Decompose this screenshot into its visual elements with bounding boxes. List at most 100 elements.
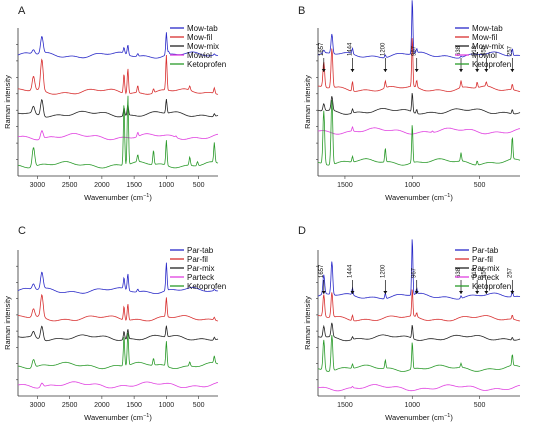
peak-label: 450: [481, 45, 487, 56]
x-axis-label: Wavenumber (cm−1): [84, 413, 152, 422]
spectrum-ketoprofen: [317, 100, 521, 166]
x-tick-label: 1000: [159, 402, 175, 409]
spectrum-parteck: [317, 384, 521, 392]
peak-label: 638: [456, 267, 462, 278]
peak-label: 967: [412, 45, 418, 56]
spectrum-par-fil: [318, 289, 521, 322]
peak-arrowhead: [510, 69, 515, 72]
panel-letter: D: [298, 225, 306, 237]
spectrum-par-fil: [18, 293, 219, 322]
spectrum-par-tab: [17, 262, 219, 294]
legend-entry: Par-tab: [472, 246, 499, 255]
peak-label: 638: [456, 45, 462, 56]
peak-arrowhead: [484, 291, 489, 294]
peak-arrowhead: [414, 69, 419, 72]
x-tick-label: 2500: [62, 182, 78, 189]
spectrum-ketoprofen: [317, 335, 521, 372]
x-tick-label: 1500: [126, 402, 142, 409]
peak-label: 1444: [347, 264, 353, 278]
legend-entry: Mow-fil: [472, 33, 498, 42]
x-tick-label: 500: [193, 182, 205, 189]
legend-entry: Mow-mix: [472, 42, 504, 51]
spectrum-mow-mix: [317, 93, 521, 115]
peak-label: 257: [507, 45, 513, 56]
x-tick-label: 1500: [337, 402, 353, 409]
x-tick-label: 500: [474, 402, 486, 409]
peak-label: 450: [481, 267, 487, 278]
y-axis-label: Raman intensity: [303, 75, 312, 129]
peak-arrowhead: [510, 291, 515, 294]
peak-arrowhead: [459, 69, 464, 72]
legend-entry: Par-mix: [472, 264, 500, 273]
panel-letter: A: [18, 5, 26, 17]
peak-arrowhead: [350, 291, 355, 294]
x-tick-label: 1500: [126, 182, 142, 189]
panels-group: A 3000 2500 2000 1500 1000 500 Wavenumber (cm−1…: [3, 0, 521, 422]
legend-entry: Ketoprofen: [472, 282, 511, 291]
legend-entry: Mowiol: [187, 51, 212, 60]
legend-entry: Ketoprofen: [187, 60, 226, 69]
peak-arrowhead: [414, 291, 419, 294]
spectrum-mow-tab: [317, 0, 521, 59]
peak-label: 1444: [347, 42, 353, 56]
peak-label: 1200: [380, 42, 386, 56]
legend-entry: Ketoprofen: [472, 60, 511, 69]
peak-label: 1657: [319, 42, 325, 56]
legend-entry: Par-tab: [187, 246, 214, 255]
y-axis-label: Raman intensity: [3, 75, 12, 129]
peak-label: 257: [507, 267, 513, 278]
x-tick-label: 1000: [404, 182, 420, 189]
peak-label: 518: [472, 45, 478, 56]
spectrum-mowiol: [18, 130, 219, 141]
x-tick-label: 2500: [62, 402, 78, 409]
peak-arrowhead: [383, 69, 388, 72]
peak-arrowhead: [383, 291, 388, 294]
peak-label: 1657: [319, 264, 325, 278]
legend-entry: Ketoprofen: [187, 282, 226, 291]
x-axis-label: Wavenumber (cm−1): [385, 413, 453, 422]
peak-label: 967: [412, 267, 418, 278]
x-tick-label: 1500: [337, 182, 353, 189]
peak-arrowhead: [321, 291, 326, 294]
legend-entry: Parteck: [187, 273, 215, 282]
spectrum-parteck: [18, 381, 219, 389]
panel-a: A 3000 2500 2000 1500 1000 500 Wavenumber (cm−1…: [3, 5, 226, 202]
spectrum-ketoprofen: [17, 332, 219, 370]
spectrum-mow-mix: [17, 98, 219, 118]
panel-d: D 1500 1000 500 Wavenumber (cm−1) Raman inten…: [298, 225, 521, 422]
x-tick-label: 500: [474, 182, 486, 189]
spectrum-mowiol: [318, 125, 521, 135]
peak-label: 1200: [380, 264, 386, 278]
legend-entry: Mow-tab: [187, 24, 218, 33]
panel-b: B 1500 1000 500 Wavenumber (cm−1) Raman inten…: [298, 0, 521, 202]
legend-entry: Par-mix: [187, 264, 215, 273]
legend-entry: Mow-tab: [472, 24, 503, 33]
x-tick-label: 1000: [159, 182, 175, 189]
legend-entry: Mowiol: [472, 51, 497, 60]
panel-letter: C: [18, 225, 26, 237]
peak-arrowhead: [350, 69, 355, 72]
spectrum-mow-fil: [17, 54, 219, 95]
peak-label: 518: [472, 267, 478, 278]
legend-entry: Par-fil: [187, 255, 208, 264]
y-axis-label: Raman intensity: [303, 296, 312, 350]
peak-arrowhead: [459, 291, 464, 294]
x-tick-label: 500: [193, 402, 205, 409]
panel-c: C 3000 2500 2000 1500 1000 500 Wavenumber (cm−1…: [3, 225, 226, 422]
x-tick-label: 2000: [94, 402, 110, 409]
spectrum-ketoprofen: [17, 95, 219, 169]
spectrum-par-mix: [17, 325, 219, 342]
spectrum-mow-fil: [317, 38, 521, 92]
x-tick-label: 3000: [30, 182, 46, 189]
peak-arrowhead: [475, 291, 480, 294]
legend-entry: Mow-fil: [187, 33, 213, 42]
x-axis-label: Wavenumber (cm−1): [385, 193, 453, 202]
legend-entry: Mow-mix: [187, 42, 219, 51]
peak-arrowhead: [484, 69, 489, 72]
x-tick-label: 3000: [30, 402, 46, 409]
peak-arrowhead: [475, 69, 480, 72]
peak-arrowhead: [321, 69, 326, 72]
legend-entry: Par-fil: [472, 255, 493, 264]
x-axis-label: Wavenumber (cm−1): [84, 193, 152, 202]
